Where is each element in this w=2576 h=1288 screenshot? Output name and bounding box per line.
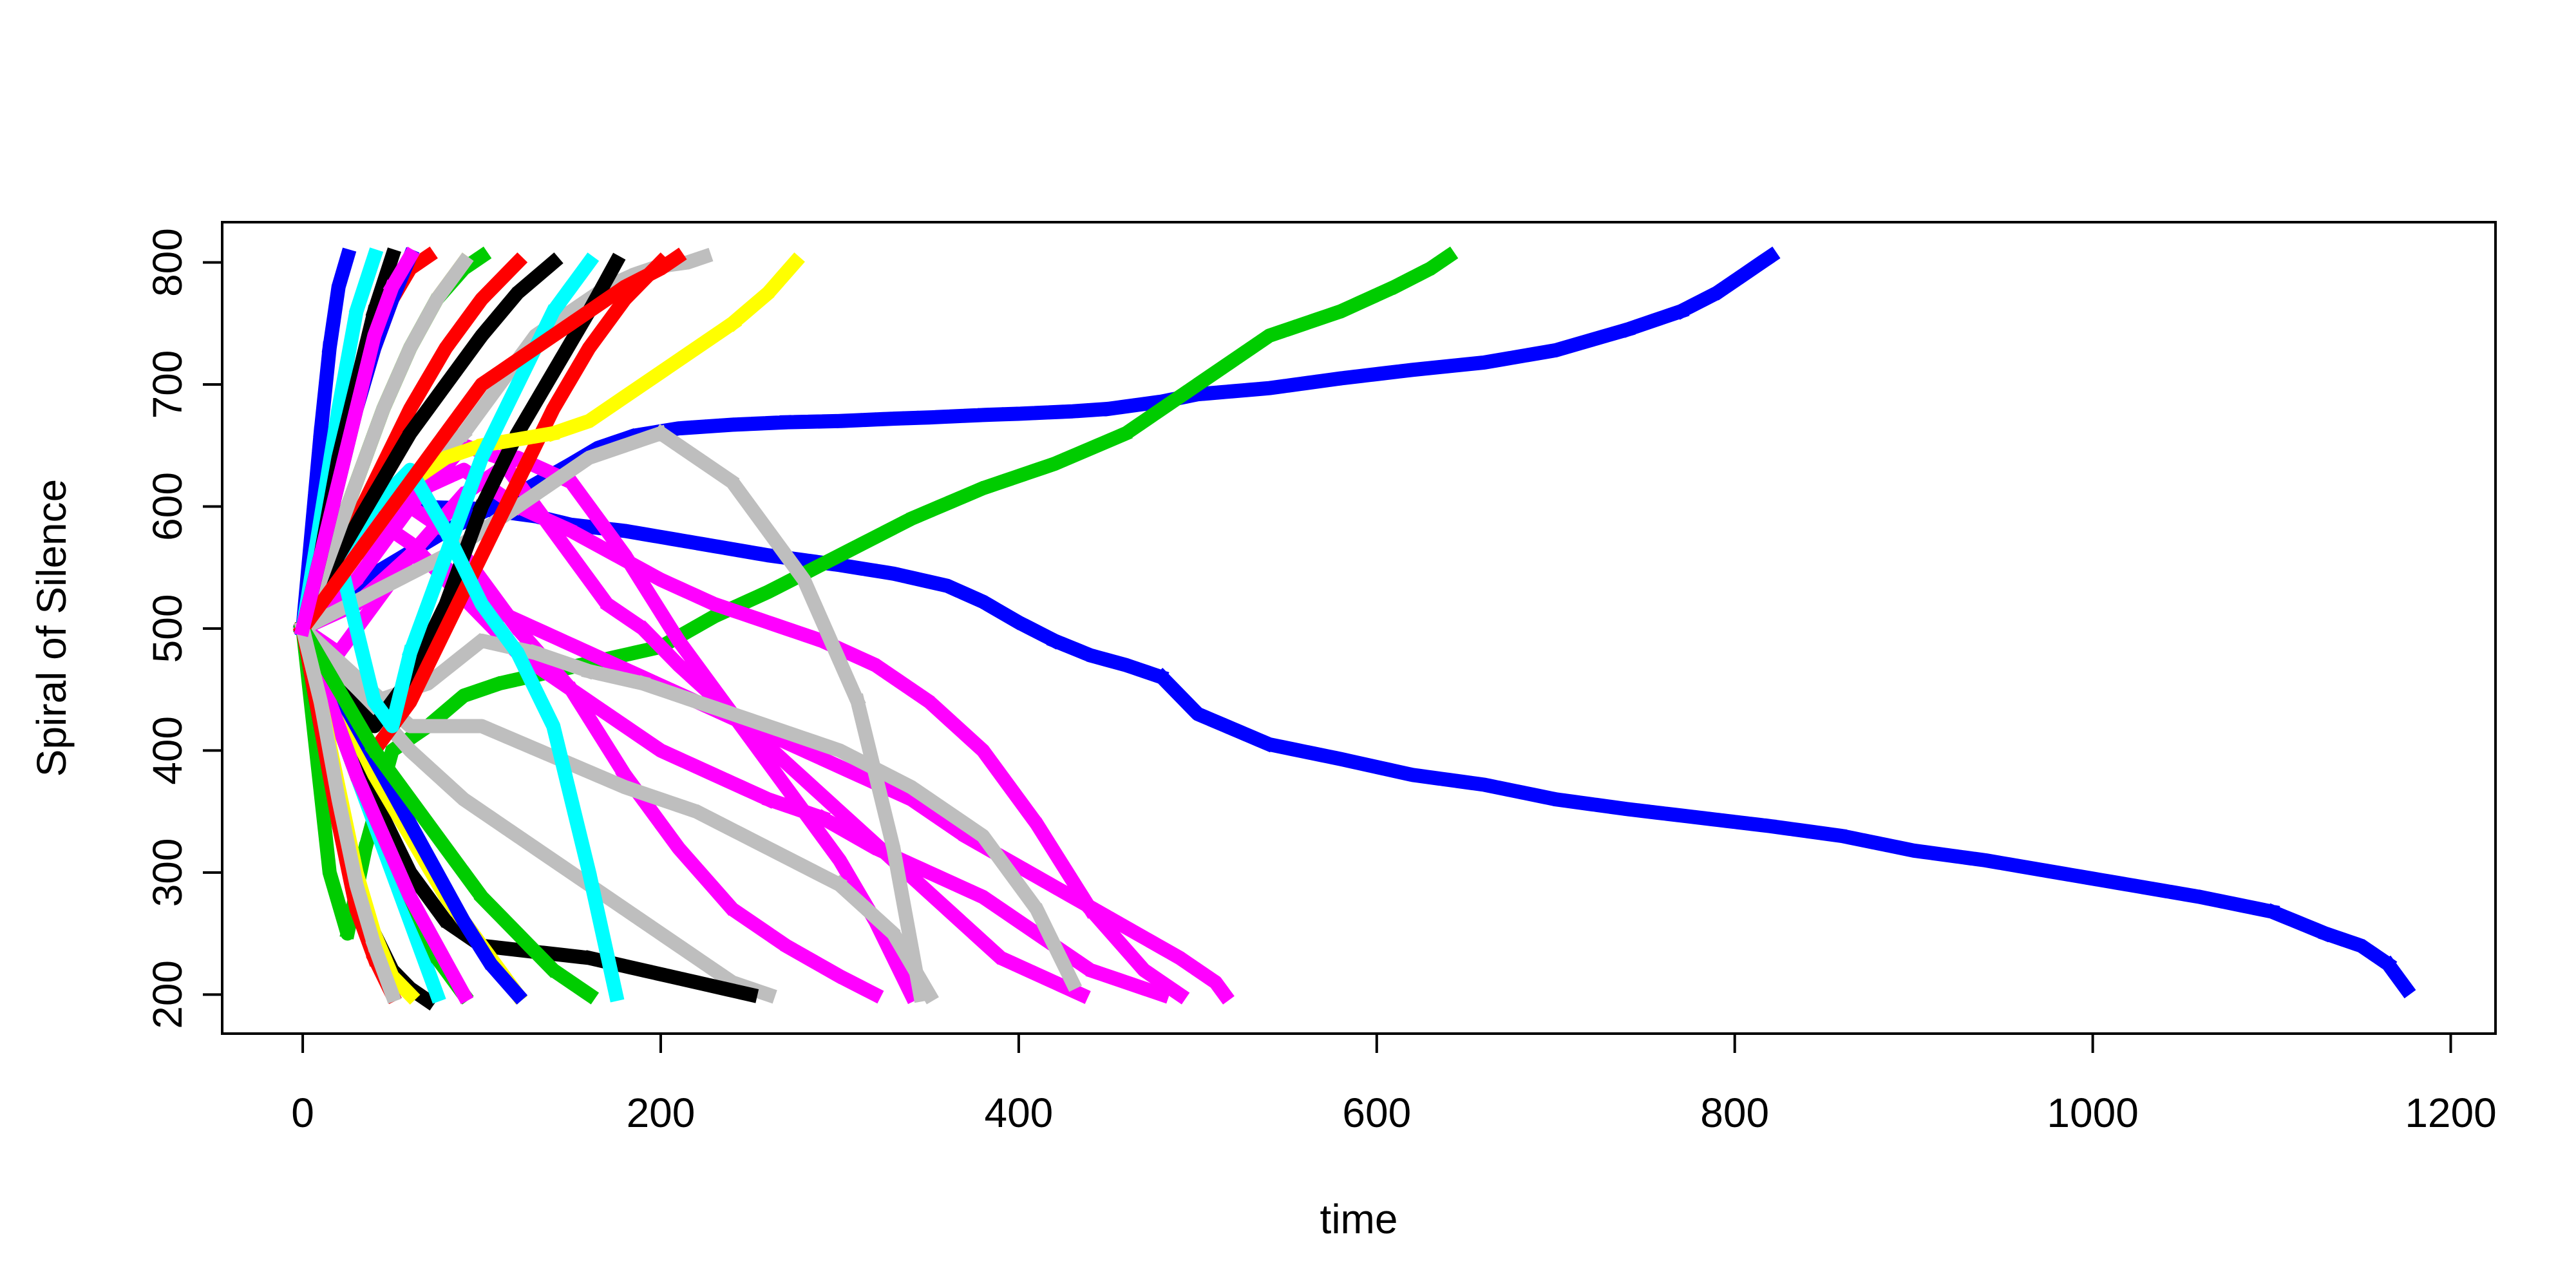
y-tick-label-200: 200: [144, 960, 191, 1029]
y-tick-label-400: 400: [144, 716, 191, 785]
series-line-6: [292, 462, 1190, 1005]
x-tick-label-400: 400: [984, 1090, 1053, 1136]
y-tick-label-700: 700: [144, 350, 191, 419]
series-layer: [292, 246, 2416, 1011]
series-line-2: [293, 499, 2416, 999]
series-line-40: [292, 246, 689, 639]
y-tick-label-600: 600: [144, 472, 191, 541]
y-tick-label-300: 300: [144, 838, 191, 907]
series-line-31: [293, 252, 564, 638]
x-tick-label-1200: 1200: [2405, 1090, 2496, 1136]
y-axis: 200 300 400 500 600 700 800: [144, 228, 223, 1029]
y-tick-label-800: 800: [144, 228, 191, 297]
series-line-41: [294, 620, 402, 1004]
series-line-8: [292, 499, 886, 1005]
x-axis: 0 200 400 600 800 1000 1200: [291, 1032, 2497, 1136]
y-tick-label-500: 500: [144, 594, 191, 663]
x-tick-label-800: 800: [1700, 1090, 1769, 1136]
series-line-33: [293, 252, 474, 638]
series-line-5: [293, 511, 1171, 1004]
x-tick-label-1000: 1000: [2047, 1090, 2138, 1136]
y-axis-label: Spiral of Silence: [28, 479, 75, 777]
x-tick-label-0: 0: [291, 1090, 314, 1136]
series-line-42: [294, 247, 420, 638]
series-line-37: [293, 618, 600, 1005]
series-line-32: [293, 619, 474, 1005]
x-tick-label-200: 200: [627, 1090, 696, 1136]
series-line-9: [293, 450, 921, 1005]
x-tick-label-600: 600: [1342, 1090, 1411, 1136]
x-axis-label: time: [1320, 1196, 1398, 1242]
series-line-14: [293, 426, 929, 1003]
